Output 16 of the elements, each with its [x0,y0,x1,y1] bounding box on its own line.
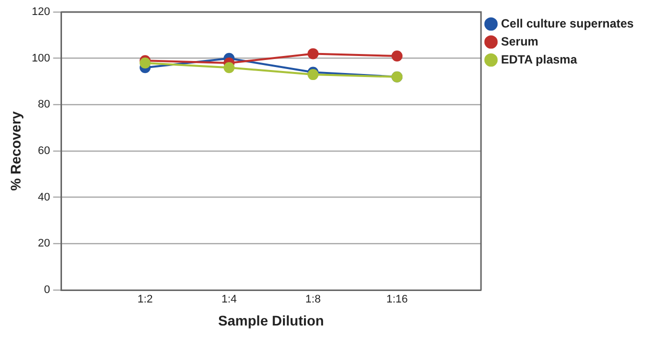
legend-label: Cell culture supernates [501,16,634,30]
y-tick-label: 0 [44,284,50,296]
x-tick-label: 1:16 [386,294,408,306]
y-tick-label: 40 [38,191,50,204]
x-tick-label: 1:4 [221,294,237,306]
y-axis-title: % Recovery [7,111,24,191]
y-tick-label: 80 [38,98,50,111]
y-tick-label: 120 [32,6,50,18]
y-tick-label: 100 [32,52,50,64]
legend-label: EDTA plasma [501,52,578,66]
y-tick-label: 60 [38,145,50,158]
x-axis-title: Sample Dilution [218,312,324,328]
x-tick-label: 1:8 [305,294,321,306]
y-tick-label: 20 [38,238,50,250]
x-tick-label: 1:2 [137,294,153,306]
legend-label: Serum [501,34,538,48]
